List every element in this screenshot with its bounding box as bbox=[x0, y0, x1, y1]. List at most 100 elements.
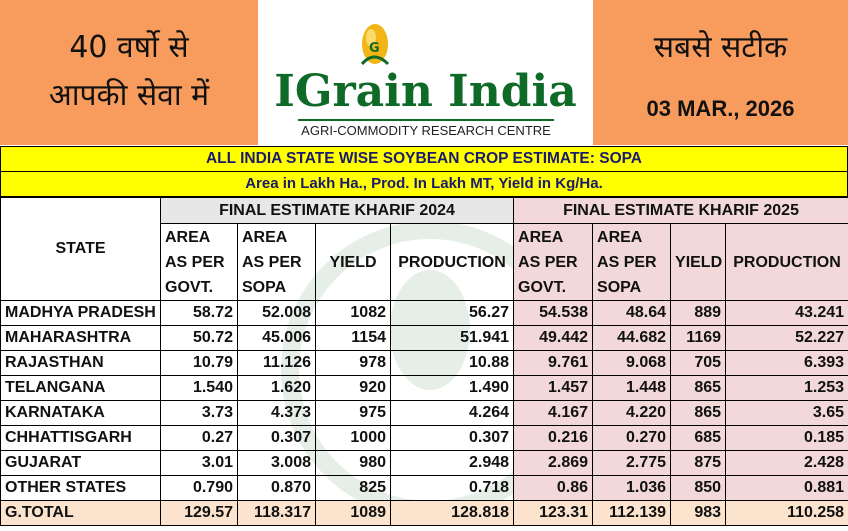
value-cell: 52.008 bbox=[237, 300, 316, 326]
value-cell: 2.869 bbox=[513, 450, 594, 476]
grain-logo-icon: G bbox=[360, 24, 390, 66]
value-cell: 2.775 bbox=[592, 450, 672, 476]
value-cell: 43.241 bbox=[725, 300, 848, 326]
state-cell: TELANGANA bbox=[0, 375, 161, 401]
col-area-sopa-2024: AREA AS PER SOPA bbox=[237, 223, 316, 301]
value-cell: 3.01 bbox=[160, 450, 238, 476]
value-cell: 1.540 bbox=[160, 375, 238, 401]
logo-mark-letter: G bbox=[369, 41, 380, 56]
report-units: Area in Lakh Ha., Prod. In Lakh MT, Yiel… bbox=[0, 171, 848, 197]
state-cell: G.TOTAL bbox=[0, 500, 161, 526]
value-cell: 10.88 bbox=[389, 350, 515, 376]
table-row: TELANGANA 1.540 1.620 920 1.490 1.457 1.448 865… bbox=[0, 375, 848, 401]
value-cell: 54.538 bbox=[513, 300, 594, 326]
value-cell: 128.818 bbox=[389, 500, 515, 526]
value-cell: 1169 bbox=[670, 325, 727, 351]
col-production-2025: PRODUCTION bbox=[725, 223, 848, 301]
report-title: ALL INDIA STATE WISE SOYBEAN CROP ESTIMA… bbox=[0, 146, 848, 172]
value-cell: 1.620 bbox=[237, 375, 316, 401]
tagline-left-line1: 40 वर्षो से bbox=[69, 30, 189, 65]
state-cell: GUJARAT bbox=[0, 450, 161, 476]
state-cell: CHHATTISGARH bbox=[0, 425, 161, 451]
value-cell: 4.373 bbox=[237, 400, 316, 426]
col-yield-2024: YIELD bbox=[315, 223, 391, 301]
value-cell: 6.393 bbox=[725, 350, 848, 376]
value-cell: 129.57 bbox=[160, 500, 238, 526]
state-cell: MAHARASHTRA bbox=[0, 325, 161, 351]
value-cell: 685 bbox=[670, 425, 727, 451]
value-cell: 0.307 bbox=[389, 425, 515, 451]
value-cell: 980 bbox=[315, 450, 391, 476]
value-cell: 1.457 bbox=[513, 375, 594, 401]
value-cell: 118.317 bbox=[237, 500, 316, 526]
header-left-panel: 40 वर्षो से आपकी सेवा में bbox=[0, 0, 258, 145]
value-cell: 10.79 bbox=[160, 350, 238, 376]
value-cell: 3.008 bbox=[237, 450, 316, 476]
value-cell: 4.167 bbox=[513, 400, 594, 426]
col-yield-2025: YIELD bbox=[670, 223, 727, 301]
value-cell: 50.72 bbox=[160, 325, 238, 351]
value-cell: 825 bbox=[315, 475, 391, 501]
tagline-left-line2: आपकी सेवा में bbox=[48, 78, 210, 113]
value-cell: 0.718 bbox=[389, 475, 515, 501]
table-row: CHHATTISGARH 0.27 0.307 1000 0.307 0.216 0.270… bbox=[0, 425, 848, 451]
value-cell: 110.258 bbox=[725, 500, 848, 526]
value-cell: 3.73 bbox=[160, 400, 238, 426]
value-cell: 4.220 bbox=[592, 400, 672, 426]
value-cell: 875 bbox=[670, 450, 727, 476]
logo-wordmark: IGrain India bbox=[274, 66, 577, 117]
logo-panel: G IGrain India AGRI-COMMODITY RESEARCH C… bbox=[258, 0, 593, 145]
value-cell: 978 bbox=[315, 350, 391, 376]
group-header-2024: FINAL ESTIMATE KHARIF 2024 bbox=[159, 197, 515, 224]
value-cell: 0.27 bbox=[160, 425, 238, 451]
total-row: G.TOTAL 129.57 118.317 1089 128.818 123.31 112… bbox=[0, 500, 848, 526]
value-cell: 58.72 bbox=[160, 300, 238, 326]
value-cell: 9.068 bbox=[592, 350, 672, 376]
value-cell: 0.881 bbox=[725, 475, 848, 501]
col-area-sopa-2025: AREA AS PER SOPA bbox=[592, 223, 672, 301]
state-cell: RAJASTHAN bbox=[0, 350, 161, 376]
value-cell: 0.216 bbox=[513, 425, 594, 451]
value-cell: 4.264 bbox=[389, 400, 515, 426]
value-cell: 0.870 bbox=[237, 475, 316, 501]
value-cell: 1.490 bbox=[389, 375, 515, 401]
value-cell: 865 bbox=[670, 375, 727, 401]
value-cell: 44.682 bbox=[592, 325, 672, 351]
value-cell: 0.86 bbox=[513, 475, 594, 501]
value-cell: 112.139 bbox=[592, 500, 672, 526]
value-cell: 0.270 bbox=[592, 425, 672, 451]
table-body: MADHYA PRADESH 58.72 52.008 1082 56.27 54.538… bbox=[0, 300, 848, 526]
value-cell: 1082 bbox=[315, 300, 391, 326]
col-area-govt-2025: AREA AS PER GOVT. bbox=[513, 223, 594, 301]
value-cell: 1089 bbox=[315, 500, 391, 526]
table-row: MAHARASHTRA 50.72 45.006 1154 51.941 49.442 44… bbox=[0, 325, 848, 351]
value-cell: 123.31 bbox=[513, 500, 594, 526]
value-cell: 45.006 bbox=[237, 325, 316, 351]
value-cell: 48.64 bbox=[592, 300, 672, 326]
col-area-govt-2024: AREA AS PER GOVT. bbox=[160, 223, 238, 301]
state-cell: KARNATAKA bbox=[0, 400, 161, 426]
table-row: RAJASTHAN 10.79 11.126 978 10.88 9.761 9.068 70… bbox=[0, 350, 848, 376]
value-cell: 51.941 bbox=[389, 325, 515, 351]
table-row: MADHYA PRADESH 58.72 52.008 1082 56.27 54.538… bbox=[0, 300, 848, 326]
value-cell: 865 bbox=[670, 400, 727, 426]
value-cell: 920 bbox=[315, 375, 391, 401]
state-cell: MADHYA PRADESH bbox=[0, 300, 161, 326]
value-cell: 11.126 bbox=[237, 350, 316, 376]
value-cell: 9.761 bbox=[513, 350, 594, 376]
value-cell: 2.428 bbox=[725, 450, 848, 476]
value-cell: 1.036 bbox=[592, 475, 672, 501]
col-production-2024: PRODUCTION bbox=[389, 223, 515, 301]
value-cell: 1.253 bbox=[725, 375, 848, 401]
value-cell: 0.307 bbox=[237, 425, 316, 451]
value-cell: 0.185 bbox=[725, 425, 848, 451]
value-cell: 983 bbox=[670, 500, 727, 526]
report-date: 03 MAR., 2026 bbox=[646, 96, 795, 121]
tagline-right: सबसे सटीक bbox=[653, 30, 788, 65]
state-cell: OTHER STATES bbox=[0, 475, 161, 501]
value-cell: 2.948 bbox=[389, 450, 515, 476]
group-header-2025: FINAL ESTIMATE KHARIF 2025 bbox=[513, 197, 848, 224]
value-cell: 3.65 bbox=[725, 400, 848, 426]
value-cell: 850 bbox=[670, 475, 727, 501]
value-cell: 889 bbox=[670, 300, 727, 326]
